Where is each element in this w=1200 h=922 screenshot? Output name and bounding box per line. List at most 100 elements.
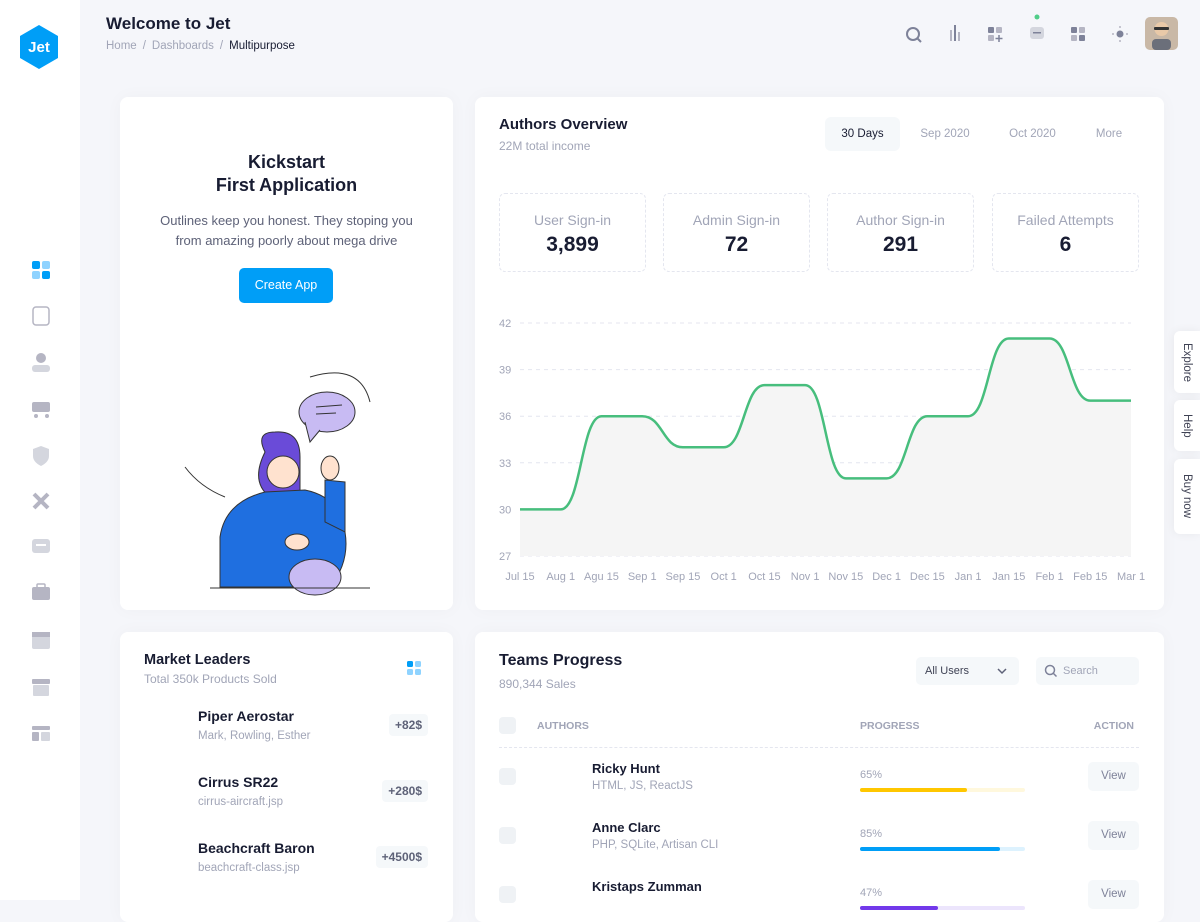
item-name: Cirrus SR22 [198, 774, 279, 790]
column-header: AUTHORS [537, 720, 589, 732]
y-tick-label: 33 [499, 458, 511, 470]
author-skills: PHP, SQLite, Artisan CLI [592, 839, 719, 851]
side-tab-text: Buy now [1181, 474, 1193, 519]
logo-text: Jet [28, 39, 50, 56]
progress-track [860, 847, 1025, 851]
view-button[interactable]: View [1088, 821, 1139, 850]
x-tick-label: Jul 15 [505, 571, 534, 583]
x-tick-label: Jan 1 [955, 571, 982, 583]
y-tick-label: 27 [499, 551, 511, 563]
x-tick-label: Oct 1 [711, 571, 737, 583]
progress-label: 47% [860, 887, 883, 899]
page-title: Welcome to Jet [106, 14, 231, 33]
item-value: +4500$ [375, 846, 428, 868]
stat-value: 291 [882, 233, 919, 256]
market-title: Market Leaders [144, 652, 251, 668]
progress-label: 85% [860, 828, 883, 840]
authors-subtitle: 22M total income [499, 139, 591, 153]
breadcrumb[interactable]: Dashboards [151, 40, 214, 52]
filter-text: All Users [925, 665, 970, 677]
checkbox[interactable] [499, 717, 516, 734]
stat-box: Failed Attempts 6 [992, 193, 1139, 272]
x-tick-label: Dec 15 [910, 571, 945, 583]
stat-label: User Sign-in [533, 212, 612, 228]
item-sub: Mark, Rowling, Esther [198, 730, 311, 742]
line [520, 337, 1131, 511]
teams-title: Teams Progress [499, 652, 623, 669]
x-tick-label: Sep 1 [628, 571, 657, 583]
breadcrumbs: Home / Dashboards / Multipurpose [106, 40, 295, 52]
header-toolbar[interactable] [895, 12, 1195, 56]
y-tick-label: 36 [499, 411, 511, 423]
y-tick-label: 42 [499, 318, 511, 330]
tab[interactable]: More [1095, 128, 1123, 140]
checkbox[interactable] [499, 827, 516, 844]
illustration [184, 372, 371, 596]
search-placeholder: Search [1063, 665, 1098, 677]
view-button[interactable]: View [1088, 762, 1139, 791]
stat-label: Admin Sign-in [692, 212, 781, 228]
breadcrumb: Multipurpose [229, 40, 295, 52]
stat-box: User Sign-in 3,899 [499, 193, 646, 272]
tab[interactable]: Sep 2020 [920, 128, 970, 140]
column-header: PROGRESS [860, 720, 920, 732]
x-tick-label: Agu 15 [584, 571, 619, 583]
progress-label: 65% [860, 769, 883, 781]
stat-value: 3,899 [546, 233, 599, 256]
kickstart-title: Kickstart First Application [120, 151, 453, 197]
item-value: +82$ [388, 714, 428, 736]
side-tab[interactable]: Help [1174, 400, 1200, 451]
stat-value: 6 [1059, 233, 1072, 256]
y-tick-label: 39 [499, 365, 511, 377]
line-chart: 27 30 33 36 39 42 Jul 15 Aug 1 Agu 15 Sep 1 Sep 15… [499, 318, 1145, 583]
title-line: First Application [215, 175, 358, 195]
y-tick-label: 30 [499, 504, 511, 516]
area [520, 338, 1131, 556]
x-tick-label: Feb 15 [1073, 571, 1107, 583]
filter-select[interactable]: All Users [916, 657, 1019, 685]
logo[interactable]: Jet [16, 24, 62, 70]
progress-bar [860, 788, 968, 792]
item-name: Beachcraft Baron [198, 840, 315, 856]
chevron [997, 668, 1007, 675]
item-sub: beachcraft-class.jsp [198, 862, 300, 874]
stat-value: 72 [724, 233, 749, 256]
stat-box: Admin Sign-in 72 [663, 193, 810, 272]
author-name: Ricky Hunt [592, 761, 660, 776]
view-button[interactable]: View [1088, 880, 1139, 909]
author-skills: HTML, JS, ReactJS [592, 780, 693, 792]
side-tab[interactable]: Buy now [1174, 459, 1200, 534]
column-header: ACTION [1093, 720, 1134, 732]
market-subtitle: Total 350k Products Sold [144, 672, 277, 686]
side-tab[interactable]: Explore [1174, 331, 1200, 393]
x-tick-label: Nov 15 [828, 571, 863, 583]
breadcrumb[interactable]: Home [106, 40, 137, 52]
authors-title: Authors Overview [499, 116, 628, 133]
breadcrumb-sep: / [142, 40, 146, 52]
progress-track [860, 788, 1025, 792]
x-tick-label: Dec 1 [872, 571, 901, 583]
nav-icons[interactable] [28, 255, 54, 750]
tab[interactable]: Oct 2020 [1009, 128, 1056, 140]
checkbox[interactable] [499, 768, 516, 785]
x-tick-label: Aug 1 [546, 571, 575, 583]
market-menu[interactable] [407, 661, 423, 677]
search-box[interactable]: Search [1036, 657, 1139, 685]
progress-bar [860, 847, 1001, 851]
stat-label: Author Sign-in [856, 212, 945, 228]
sidebar: Jet [0, 0, 80, 900]
create-app-button[interactable]: Create App [239, 268, 333, 303]
search-icon [1044, 664, 1058, 678]
x-tick-label: Sep 15 [665, 571, 700, 583]
checkbox[interactable] [499, 886, 516, 903]
stat-box: Author Sign-in 291 [827, 193, 974, 272]
side-tab-text: Help [1181, 413, 1193, 438]
item-name: Piper Aerostar [198, 708, 294, 724]
kickstart-description: Outlines keep you honest. They stoping y… [160, 213, 413, 248]
tab[interactable]: 30 Days [825, 117, 900, 151]
progress-bar [860, 906, 938, 910]
kickstart-card: Kickstart First Application Outlines kee… [120, 97, 453, 610]
teams-subtitle: 890,344 Sales [499, 677, 576, 691]
breadcrumb-sep: / [219, 40, 224, 52]
